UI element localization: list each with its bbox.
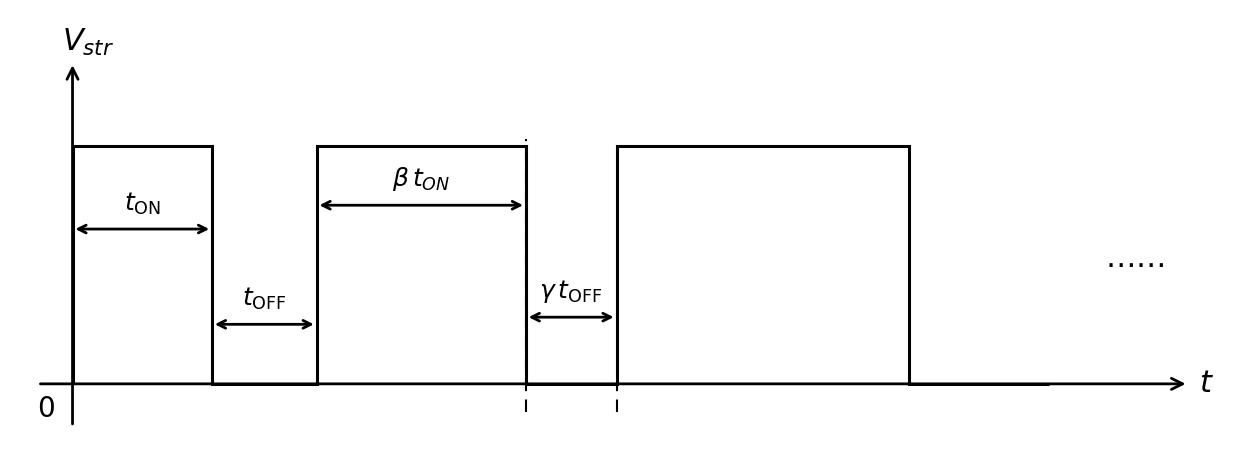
Text: $t_{\rm OFF}$: $t_{\rm OFF}$	[242, 286, 286, 313]
Text: $t_{\rm ON}$: $t_{\rm ON}$	[124, 191, 161, 217]
Text: $0$: $0$	[37, 396, 55, 423]
Text: $\gamma\, t_{\rm OFF}$: $\gamma\, t_{\rm OFF}$	[539, 278, 603, 305]
Text: $V_{\mathit{str}}$: $V_{\mathit{str}}$	[62, 26, 114, 57]
Text: $\beta\, t_{\mathit{ON}}$: $\beta\, t_{\mathit{ON}}$	[392, 165, 450, 193]
Text: $\cdots\cdots$: $\cdots\cdots$	[1105, 249, 1164, 280]
Text: $t$: $t$	[1199, 368, 1214, 400]
